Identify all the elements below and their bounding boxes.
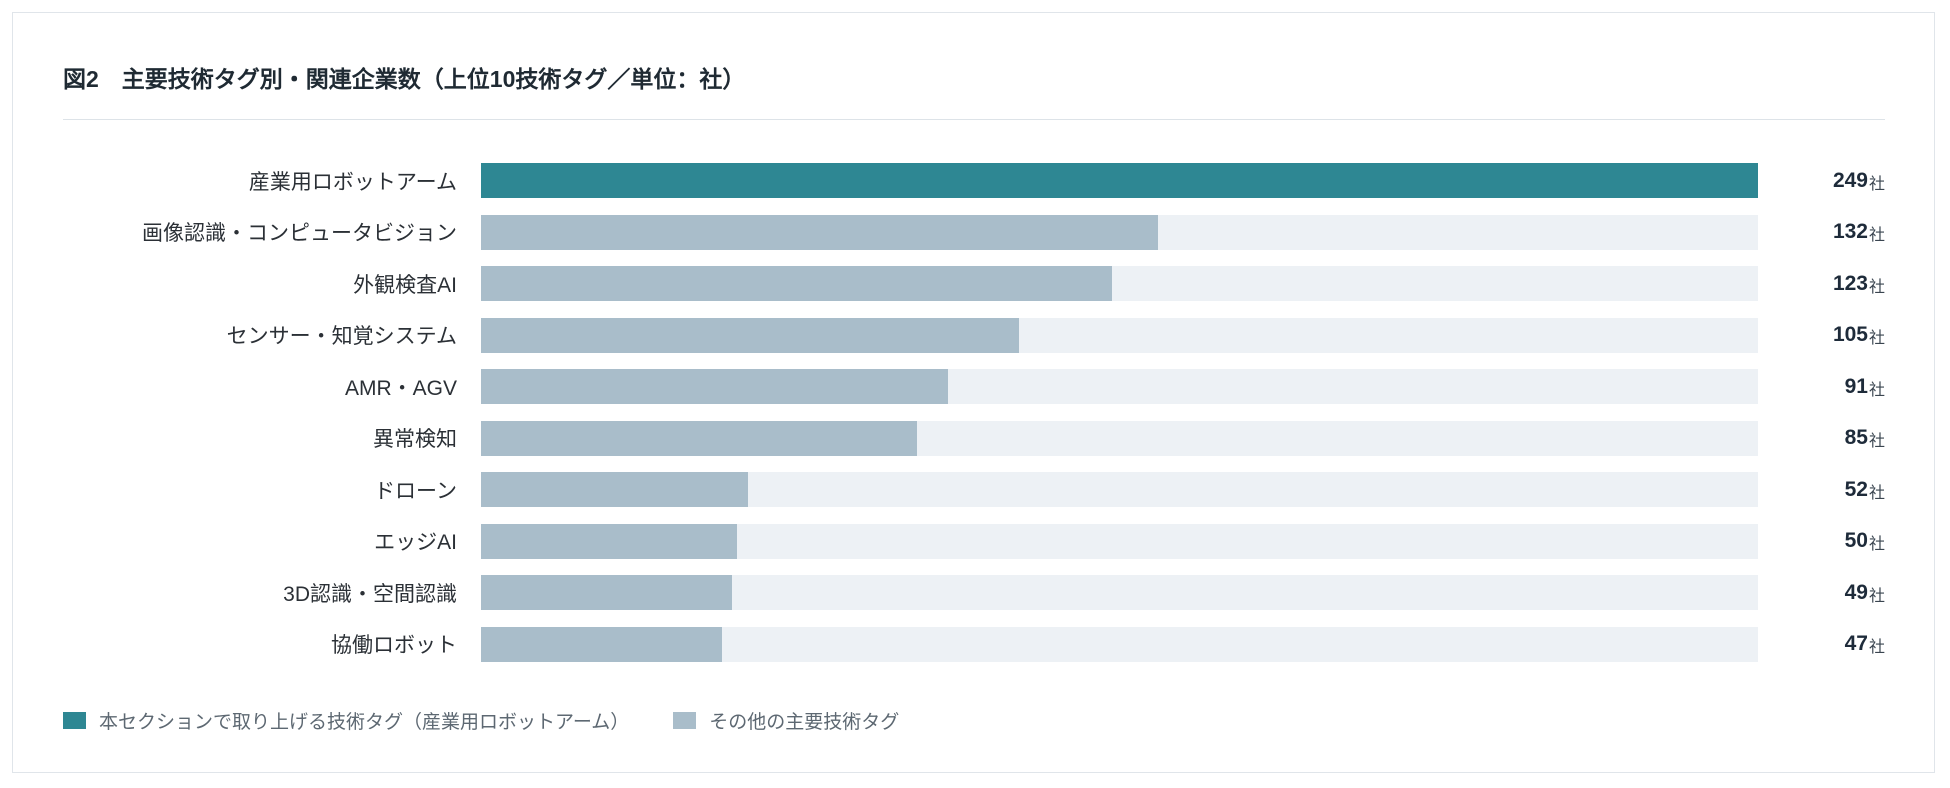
bar-track <box>481 266 1758 301</box>
value-unit: 社 <box>1868 330 1885 347</box>
bar <box>481 626 723 662</box>
bar <box>481 369 948 404</box>
chart-title: 図2 主要技術タグ別・関連企業数（上位10技術タグ／単位：社） <box>63 66 746 92</box>
legend-swatch-highlight <box>63 711 86 729</box>
bar-label: センサー・知覚システム <box>226 325 457 348</box>
bar-label: 画像認識・コンピュータビジョン <box>142 222 457 245</box>
value-label: 47 社 <box>1775 627 1885 662</box>
bar <box>481 266 1112 301</box>
bar-row: AMR・AGV 91 社 <box>13 369 1934 404</box>
bar-row: 3D認識・空間認識 49 社 <box>13 575 1934 610</box>
bar-row: 外観検査AI 123 社 <box>13 266 1934 301</box>
bar-row: センサー・知覚システム 105 社 <box>13 317 1934 353</box>
bar-chart: 産業用ロボットアーム 249 社画像認識・コンピュータビジョン 132 社外観検査AI 1… <box>13 13 1934 772</box>
value-label: 85 社 <box>1775 421 1885 456</box>
legend-item-highlight: 本セクションで取り上げる技術タグ（産業用ロボットアーム） <box>63 707 629 734</box>
title-divider <box>63 119 1885 120</box>
value-unit: 社 <box>1868 433 1885 450</box>
value-number: 50 <box>1844 529 1868 552</box>
legend-swatch-other <box>673 711 697 729</box>
value-unit: 社 <box>1868 381 1885 399</box>
bar-label: 外観検査AI <box>353 273 457 297</box>
bar-label: AMR・AGV <box>344 376 457 400</box>
bar <box>481 523 738 559</box>
bar-label: 産業用ロボットアーム <box>248 170 457 194</box>
bar-track <box>481 369 1758 404</box>
value-unit: 社 <box>1868 587 1885 605</box>
value-label: 52 社 <box>1775 472 1885 507</box>
value-label: 249 社 <box>1775 163 1885 198</box>
bar-track <box>481 523 1758 559</box>
legend-item-other: その他の主要技術タグ <box>673 707 899 734</box>
bar-track <box>481 626 1758 662</box>
bar <box>481 214 1158 250</box>
value-number: 91 <box>1844 374 1868 398</box>
bar-row: 産業用ロボットアーム 249 社 <box>13 163 1934 198</box>
bar <box>481 317 1020 353</box>
bar-row: 協働ロボット 47 社 <box>13 626 1934 662</box>
value-label: 49 社 <box>1775 575 1885 610</box>
value-number: 123 <box>1832 271 1868 295</box>
bar-label: 協働ロボット <box>331 634 457 657</box>
value-unit: 社 <box>1868 639 1885 656</box>
bar <box>481 420 917 456</box>
value-number: 49 <box>1844 580 1868 604</box>
bar-label: エッジAI <box>374 531 457 554</box>
bar-row: 画像認識・コンピュータビジョン 132 社 <box>13 214 1934 250</box>
value-number: 105 <box>1832 323 1868 346</box>
value-number: 132 <box>1832 220 1868 243</box>
bar-label: ドローン <box>374 479 457 503</box>
bar-track <box>481 420 1758 456</box>
value-unit: 社 <box>1868 278 1885 296</box>
value-unit: 社 <box>1868 484 1885 502</box>
value-label: 132 社 <box>1775 215 1885 250</box>
legend-label-highlight: 本セクションで取り上げる技術タグ（産業用ロボットアーム） <box>99 711 630 733</box>
bar-row: エッジAI 50 社 <box>13 523 1934 559</box>
bar-track <box>481 163 1758 198</box>
bar-track <box>481 575 1758 610</box>
bar-track <box>481 472 1758 507</box>
bar-label: 異常検知 <box>373 428 457 451</box>
bar-row: 異常検知 85 社 <box>13 420 1934 456</box>
value-number: 249 <box>1832 168 1868 192</box>
value-label: 50 社 <box>1775 524 1885 559</box>
value-number: 47 <box>1844 632 1868 655</box>
value-unit: 社 <box>1868 536 1885 553</box>
value-unit: 社 <box>1868 175 1885 193</box>
chart-card: 図2 主要技術タグ別・関連企業数（上位10技術タグ／単位：社） 産業用ロボットア… <box>12 12 1935 773</box>
bar-track <box>481 214 1758 250</box>
value-unit: 社 <box>1868 227 1885 244</box>
bar <box>481 163 1758 198</box>
value-number: 52 <box>1844 477 1868 501</box>
value-label: 105 社 <box>1775 318 1885 353</box>
value-number: 85 <box>1844 426 1868 449</box>
bar-row: ドローン 52 社 <box>13 472 1934 507</box>
bar <box>481 472 748 507</box>
legend: 本セクションで取り上げる技術タグ（産業用ロボットアーム） その他の主要技術タグ <box>63 707 899 733</box>
legend-label-other: その他の主要技術タグ <box>709 711 900 733</box>
bar-track <box>481 317 1758 353</box>
value-label: 123 社 <box>1775 266 1885 301</box>
value-label: 91 社 <box>1775 369 1885 404</box>
bar <box>481 575 733 610</box>
bar-label: 3D認識・空間認識 <box>283 582 457 606</box>
